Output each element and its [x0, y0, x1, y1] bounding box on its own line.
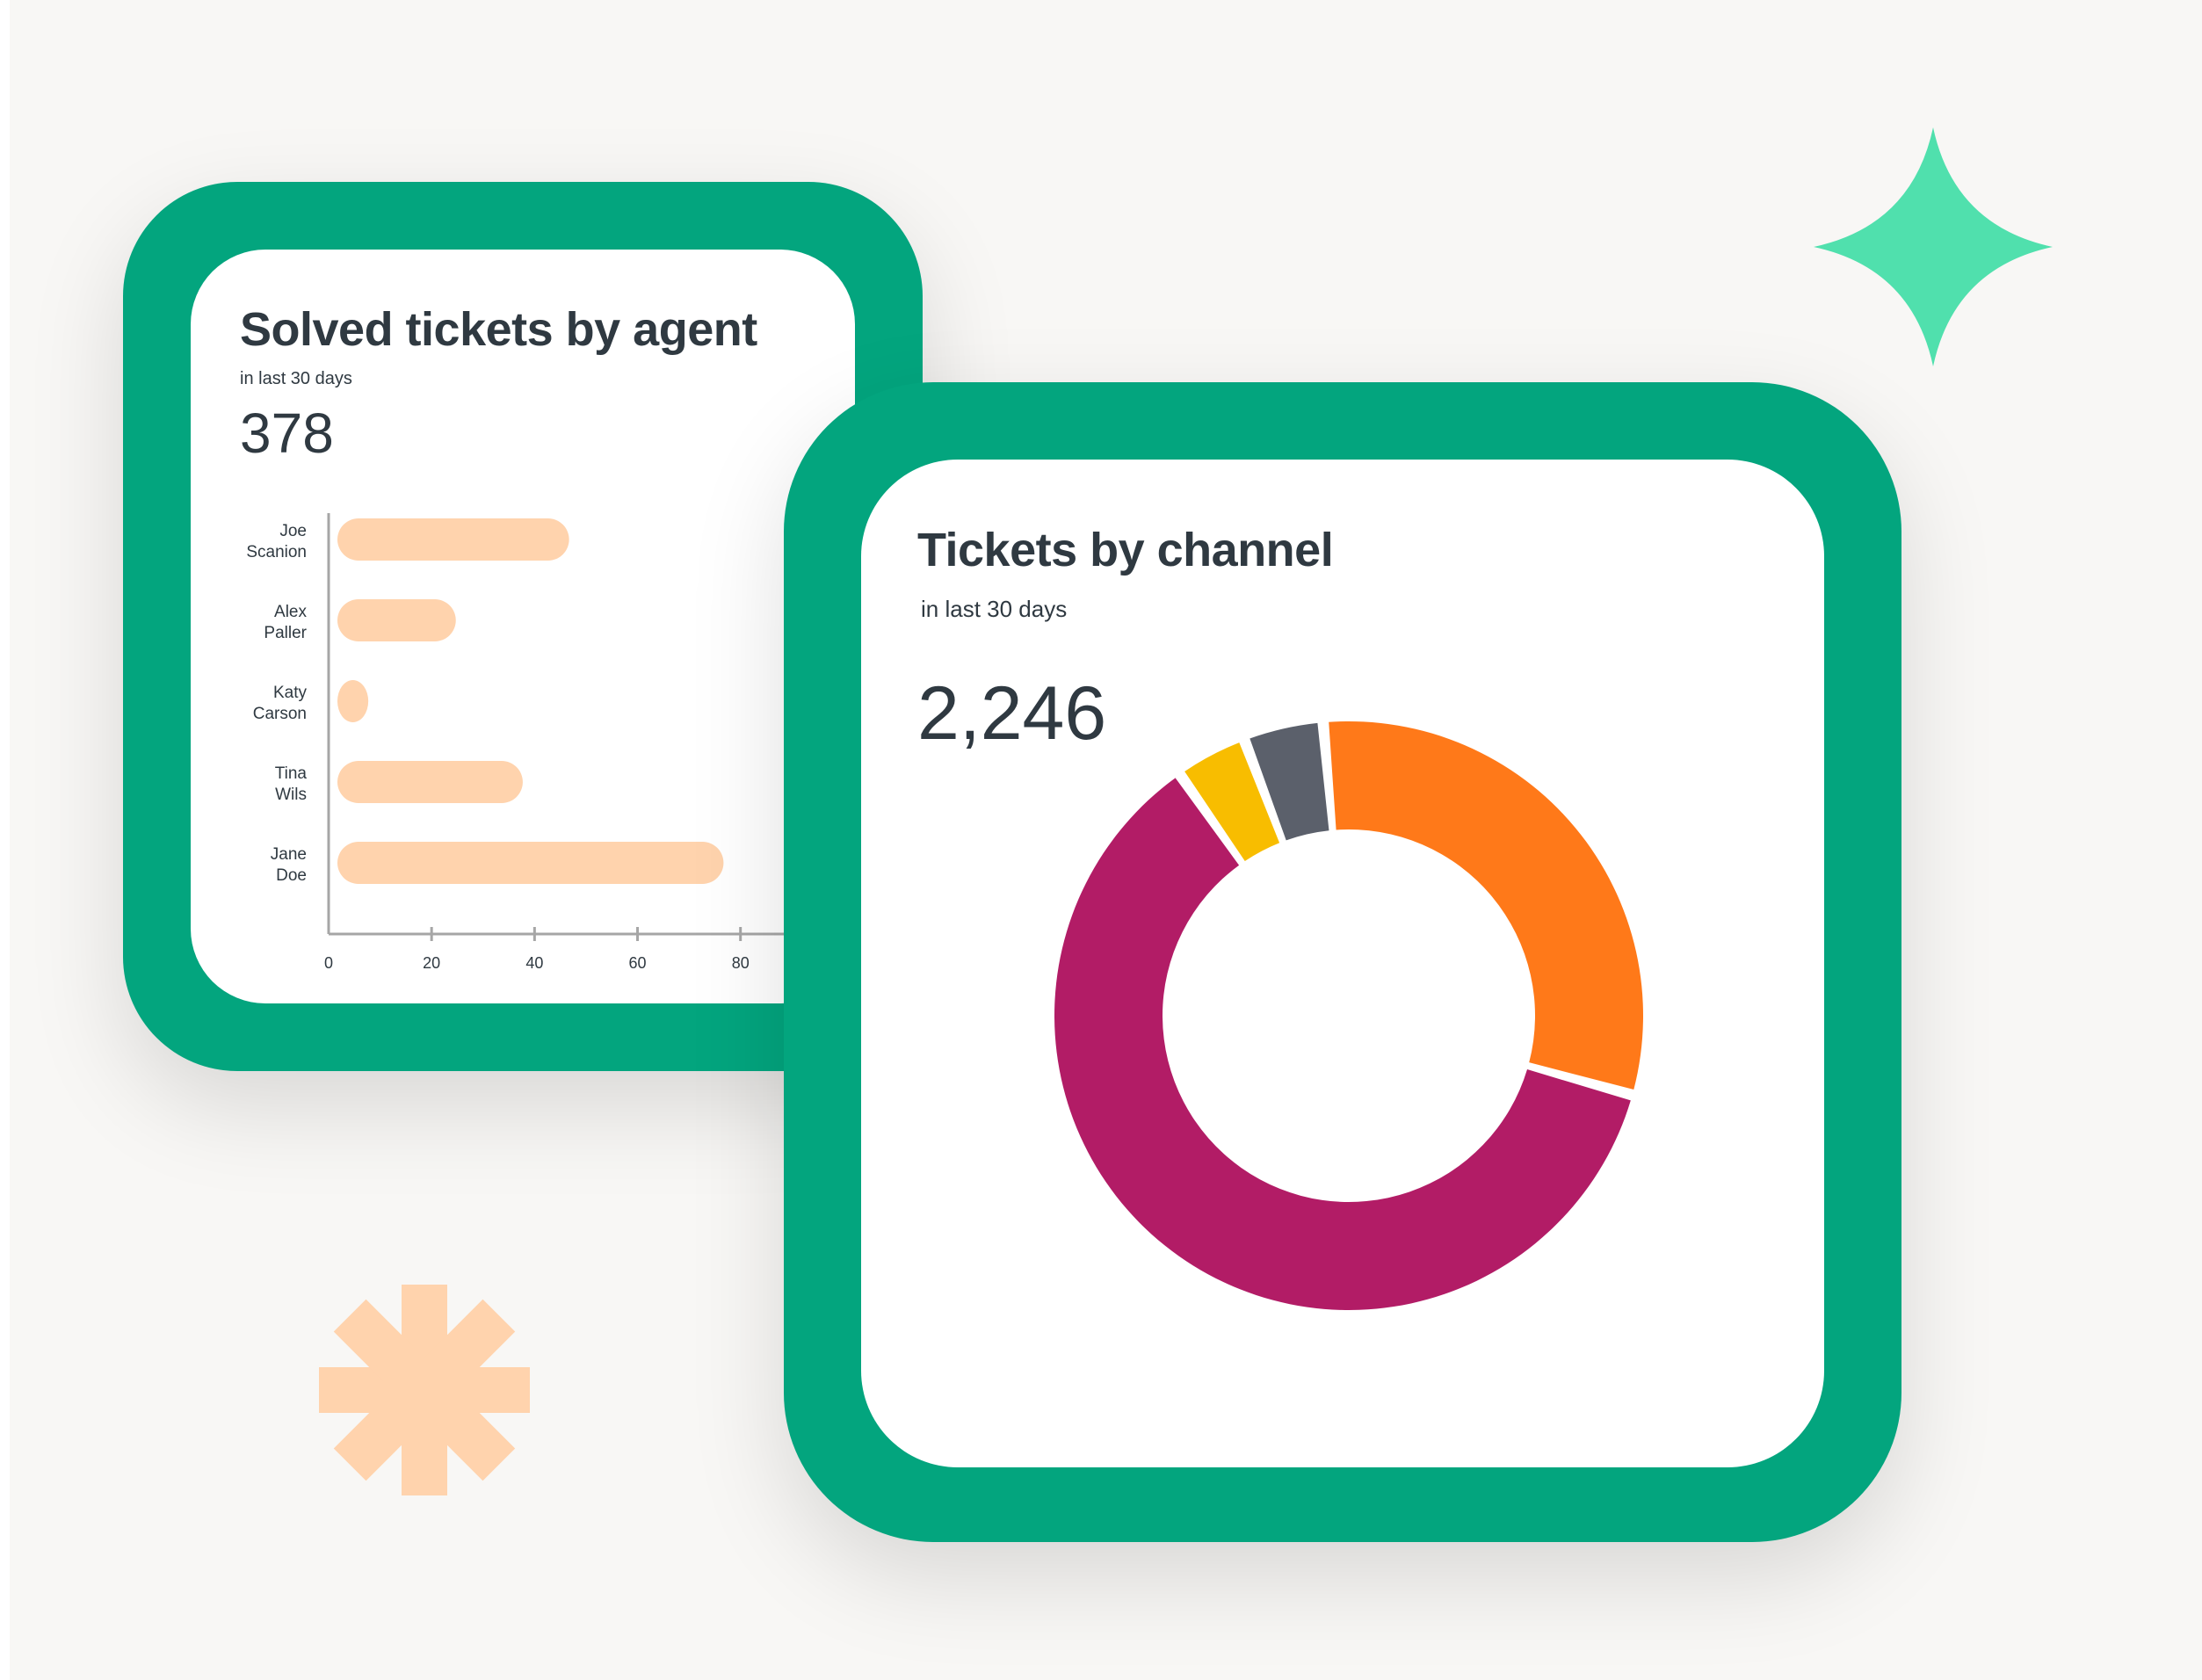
- agent-chart-total: 378: [240, 402, 334, 465]
- bar-label-3: Tina Wils: [275, 764, 308, 804]
- bar-4: [337, 842, 724, 884]
- channel-chart-frame: Tickets by channel in last 30 days 2,246: [784, 382, 1901, 1542]
- bar-2: [337, 680, 369, 722]
- sparkle-icon: [1814, 127, 2053, 366]
- agent-chart-title: Solved tickets by agent: [240, 303, 757, 356]
- bar-label-1: Alex Paller: [264, 603, 307, 642]
- donut-slice-2: [1184, 742, 1280, 862]
- agent-chart-frame: Solved tickets by agent in last 30 days …: [123, 182, 923, 1071]
- agent-chart-card: Solved tickets by agent in last 30 days …: [191, 250, 855, 1003]
- asterisk-icon: [319, 1285, 530, 1495]
- donut-slice-1: [1054, 778, 1631, 1310]
- x-tick-label-2: 40: [525, 954, 543, 972]
- bar-label-2: Katy Carson: [253, 684, 308, 723]
- agent-bar-chart: Joe Scanion Alex Paller Katy Carson Tina Wils Ja…: [246, 513, 810, 972]
- canvas: Solved tickets by agent in last 30 days …: [10, 0, 2202, 1680]
- x-tick-label-4: 80: [732, 954, 750, 972]
- x-tick-label-0: 0: [324, 954, 333, 972]
- x-tick-label-3: 60: [629, 954, 647, 972]
- bar-label-4: Jane Doe: [271, 845, 307, 885]
- bar-3: [337, 761, 523, 803]
- x-tick-label-1: 20: [423, 954, 440, 972]
- donut-slice-3: [1249, 722, 1329, 841]
- bar-label-0: Joe Scanion: [246, 522, 307, 561]
- channel-donut-chart: [1054, 721, 1643, 1310]
- channel-chart-total: 2,246: [917, 671, 1107, 756]
- agent-chart-subtitle: in last 30 days: [240, 369, 352, 388]
- channel-chart-title: Tickets by channel: [917, 524, 1334, 576]
- channel-chart-subtitle: in last 30 days: [921, 596, 1068, 622]
- channel-chart-card: Tickets by channel in last 30 days 2,246: [861, 460, 1824, 1467]
- bar-0: [337, 518, 569, 561]
- bar-1: [337, 599, 456, 641]
- donut-slice-0: [1329, 721, 1643, 1090]
